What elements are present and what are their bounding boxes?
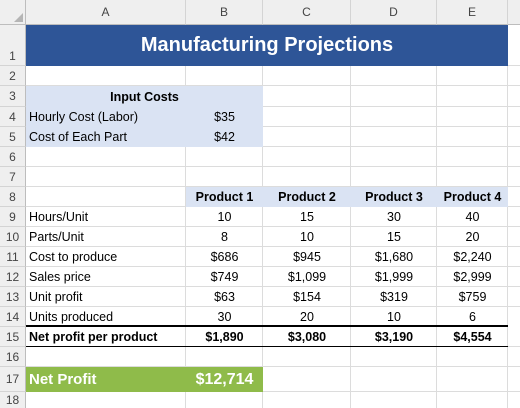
- row-header-10[interactable]: 10: [0, 227, 26, 247]
- row-header-2[interactable]: 2: [0, 66, 26, 86]
- row-header-1[interactable]: 1: [0, 25, 26, 66]
- row-header-16[interactable]: 16: [0, 347, 26, 367]
- part-cost-label[interactable]: Cost of Each Part: [29, 130, 127, 144]
- table-cell[interactable]: $686: [210, 250, 239, 264]
- row-label-units[interactable]: Units produced: [29, 309, 114, 324]
- select-all-corner[interactable]: [0, 0, 26, 25]
- hourly-cost-label[interactable]: Hourly Cost (Labor): [29, 110, 139, 124]
- column-header-a[interactable]: A: [26, 0, 186, 25]
- table-cell[interactable]: 8: [221, 230, 228, 244]
- table-cell[interactable]: $63: [214, 290, 235, 304]
- input-costs-header[interactable]: Input Costs: [110, 89, 179, 104]
- table-cell[interactable]: 15: [387, 230, 401, 244]
- table-cell[interactable]: $1,999: [374, 270, 414, 284]
- table-cell[interactable]: 10: [217, 210, 232, 224]
- row-label-sales[interactable]: Sales price: [29, 270, 91, 284]
- column-header-f[interactable]: [508, 0, 520, 25]
- row-label-parts[interactable]: Parts/Unit: [29, 230, 84, 244]
- table-cell[interactable]: $319: [380, 290, 408, 304]
- column-header-d[interactable]: D: [351, 0, 437, 25]
- column-header-b[interactable]: B: [186, 0, 263, 25]
- row-header-7[interactable]: 7: [0, 167, 26, 187]
- net-per-product-1[interactable]: $1,890: [205, 329, 244, 344]
- table-cell[interactable]: $2,240: [453, 250, 492, 264]
- net-profit-label[interactable]: Net Profit: [29, 371, 97, 388]
- table-cell[interactable]: 30: [387, 210, 401, 224]
- row-header-11[interactable]: 11: [0, 247, 26, 267]
- row-header-17[interactable]: 17: [0, 367, 26, 392]
- table-cell[interactable]: 10: [387, 309, 401, 324]
- net-per-product-label[interactable]: Net profit per product: [29, 329, 158, 344]
- table-cell[interactable]: $1,680: [374, 250, 414, 264]
- net-per-product-3[interactable]: $3,190: [374, 329, 414, 344]
- row-header-3[interactable]: 3: [0, 86, 26, 107]
- table-cell[interactable]: 6: [469, 309, 476, 324]
- row-header-18[interactable]: 18: [0, 392, 26, 408]
- row-label-unit-profit[interactable]: Unit profit: [29, 290, 83, 304]
- row-label-cost[interactable]: Cost to produce: [29, 250, 118, 264]
- row-header-9[interactable]: 9: [0, 207, 26, 227]
- table-cell[interactable]: $749: [210, 270, 239, 284]
- table-cell[interactable]: $759: [458, 290, 487, 304]
- part-cost-value[interactable]: $42: [214, 130, 235, 144]
- row-header-13[interactable]: 13: [0, 287, 26, 307]
- table-cell[interactable]: 20: [300, 309, 314, 324]
- row-header-4[interactable]: 4: [0, 107, 26, 127]
- column-header-e[interactable]: E: [437, 0, 508, 25]
- product-header-4[interactable]: Product 4: [443, 190, 502, 204]
- net-per-product-4[interactable]: $4,554: [453, 329, 492, 344]
- row-header-14[interactable]: 14: [0, 307, 26, 327]
- column-header-c[interactable]: C: [263, 0, 351, 25]
- row-header-8[interactable]: 8: [0, 187, 26, 207]
- row-header-15[interactable]: 15: [0, 327, 26, 347]
- table-cell[interactable]: 15: [300, 210, 314, 224]
- table-cell[interactable]: 40: [465, 210, 480, 224]
- table-cell[interactable]: $1,099: [287, 270, 327, 284]
- table-cell[interactable]: 10: [300, 230, 314, 244]
- net-per-product-2[interactable]: $3,080: [287, 329, 327, 344]
- title-cell[interactable]: Manufacturing Projections: [26, 25, 508, 66]
- table-cell[interactable]: 20: [465, 230, 480, 244]
- product-header-3[interactable]: Product 3: [365, 190, 423, 204]
- row-header-6[interactable]: 6: [0, 147, 26, 167]
- product-header-2[interactable]: Product 2: [278, 190, 336, 204]
- product-header-1[interactable]: Product 1: [195, 190, 254, 204]
- row-header-12[interactable]: 12: [0, 267, 26, 287]
- hourly-cost-value[interactable]: $35: [214, 110, 235, 124]
- table-cell[interactable]: $2,999: [453, 270, 492, 284]
- row-label-hours[interactable]: Hours/Unit: [29, 210, 89, 224]
- net-profit-value[interactable]: $12,714: [195, 370, 254, 388]
- table-cell[interactable]: 30: [217, 309, 232, 324]
- table-cell[interactable]: $154: [293, 290, 321, 304]
- table-cell[interactable]: $945: [293, 250, 321, 264]
- row-header-5[interactable]: 5: [0, 127, 26, 147]
